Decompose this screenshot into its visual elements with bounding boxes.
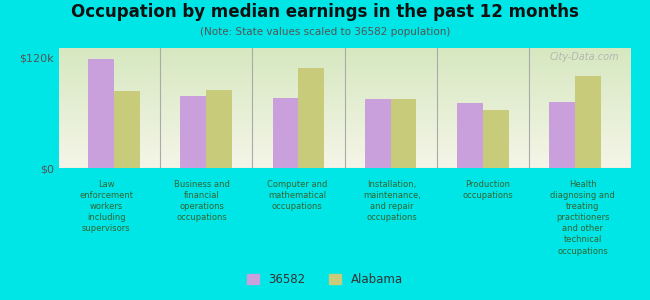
Bar bbox=[298, 68, 324, 168]
Text: Installation,
maintenance,
and repair
occupations: Installation, maintenance, and repair oc… bbox=[363, 180, 421, 222]
Bar bbox=[483, 110, 509, 168]
Bar bbox=[180, 96, 206, 168]
Bar bbox=[391, 99, 417, 168]
Text: Health
diagnosing and
treating
practitioners
and other
technical
occupations: Health diagnosing and treating practitio… bbox=[551, 180, 615, 256]
Bar bbox=[272, 98, 298, 168]
Bar bbox=[206, 89, 232, 168]
Bar bbox=[457, 103, 483, 168]
Legend: 36582, Alabama: 36582, Alabama bbox=[242, 269, 408, 291]
Bar bbox=[575, 76, 601, 168]
Bar bbox=[365, 99, 391, 168]
Text: Business and
financial
operations
occupations: Business and financial operations occupa… bbox=[174, 180, 229, 222]
Text: Computer and
mathematical
occupations: Computer and mathematical occupations bbox=[266, 180, 327, 211]
Text: City-Data.com: City-Data.com bbox=[549, 52, 619, 61]
Bar bbox=[114, 92, 140, 168]
Text: Law
enforcement
workers
including
supervisors: Law enforcement workers including superv… bbox=[79, 180, 133, 233]
Text: Occupation by median earnings in the past 12 months: Occupation by median earnings in the pas… bbox=[71, 3, 579, 21]
Bar bbox=[88, 59, 114, 168]
Bar bbox=[549, 101, 575, 168]
Text: Production
occupations: Production occupations bbox=[462, 180, 513, 200]
Text: (Note: State values scaled to 36582 population): (Note: State values scaled to 36582 popu… bbox=[200, 27, 450, 37]
